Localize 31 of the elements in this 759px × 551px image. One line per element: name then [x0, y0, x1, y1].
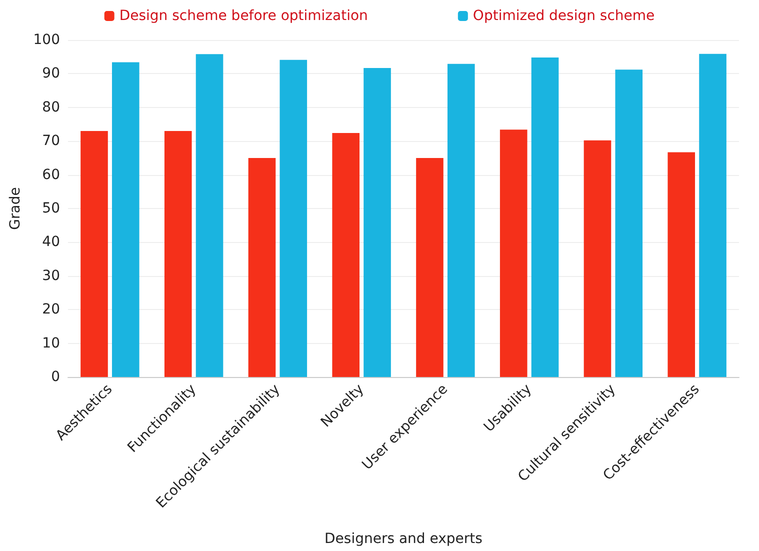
legend-label: Design scheme before optimization	[119, 8, 368, 24]
y-tick-label: 80	[42, 99, 60, 116]
legend-label: Optimized design scheme	[472, 8, 655, 24]
bar	[80, 130, 108, 377]
x-axis-title: Designers and experts	[324, 531, 482, 547]
bar	[164, 130, 192, 377]
bar	[332, 133, 360, 377]
bar	[615, 70, 643, 377]
y-tick-label: 40	[42, 234, 60, 250]
bar	[364, 68, 391, 377]
y-tick-label: 100	[33, 32, 60, 48]
y-axis-title: Grade	[7, 187, 24, 230]
bar	[416, 158, 444, 377]
y-tick-label: 60	[42, 166, 60, 183]
bar	[196, 54, 224, 377]
y-tick-label: 50	[42, 200, 60, 216]
y-tick-label: 70	[42, 133, 60, 150]
y-tick-label: 0	[51, 369, 60, 385]
y-tick-label: 20	[42, 302, 60, 318]
bar	[699, 54, 726, 377]
bar	[668, 152, 696, 377]
bar	[584, 140, 612, 377]
bar	[531, 58, 559, 377]
bar	[112, 62, 140, 377]
y-tick-label: 10	[42, 335, 60, 352]
y-tick-label: 30	[42, 268, 60, 284]
bar	[280, 60, 308, 377]
bar	[447, 64, 475, 377]
bar	[500, 130, 528, 377]
y-tick-label: 90	[42, 66, 60, 82]
bar	[248, 158, 276, 377]
